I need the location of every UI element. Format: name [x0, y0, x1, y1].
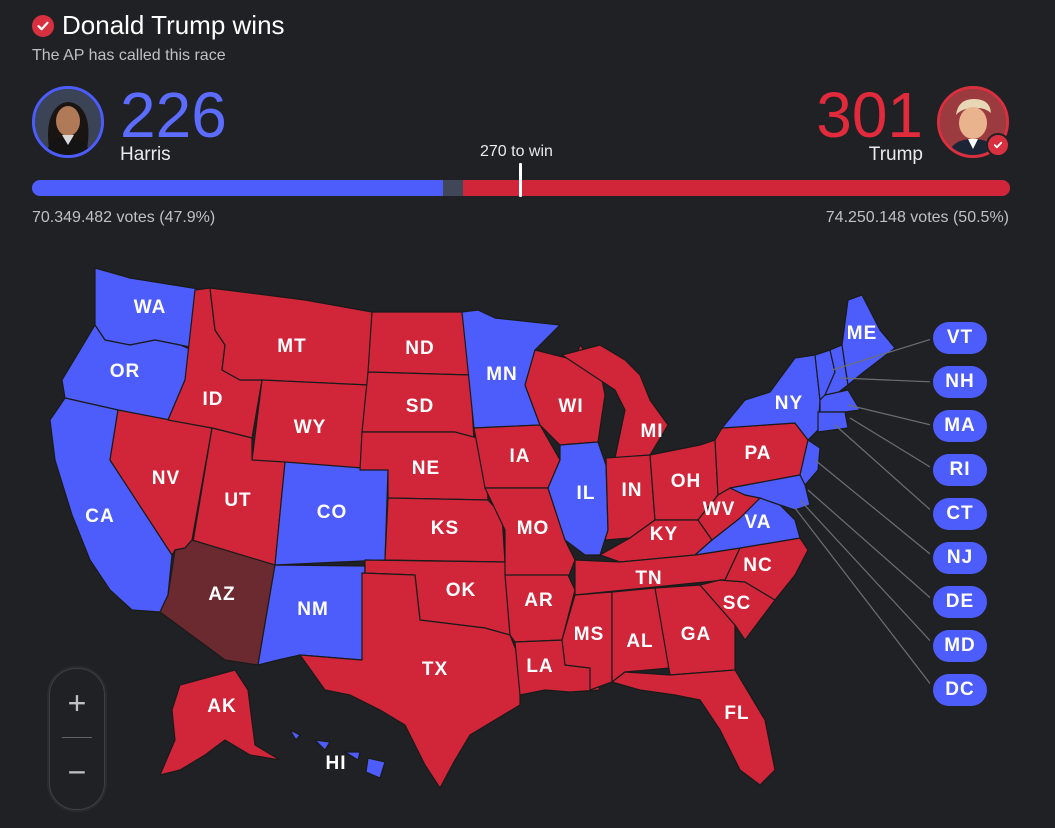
label-OK: OK	[446, 580, 477, 601]
label-SC: SC	[723, 593, 751, 614]
pill-MD[interactable]: MD	[933, 630, 987, 662]
label-OH: OH	[671, 471, 702, 492]
state-AL[interactable]	[611, 587, 671, 683]
label-NV: NV	[152, 468, 180, 489]
zoom-control: + −	[49, 668, 105, 810]
label-WY: WY	[294, 417, 327, 438]
state-CT-RI[interactable]	[817, 411, 849, 433]
candidate-trump[interactable]: 301 Trump	[804, 79, 1010, 166]
label-VA: VA	[745, 512, 772, 533]
label-SD: SD	[406, 396, 434, 417]
label-KS: KS	[431, 518, 459, 539]
label-AZ: AZ	[208, 584, 235, 605]
zoom-out-button[interactable]: −	[50, 738, 104, 806]
us-electoral-map[interactable]: WA OR CA NV ID MT WY UT AZ CO NM ND SD N…	[0, 240, 930, 828]
state-NJ[interactable]	[799, 439, 821, 486]
label-UT: UT	[224, 490, 251, 511]
label-AR: AR	[524, 590, 553, 611]
minus-icon: −	[67, 753, 87, 790]
pill-NJ[interactable]: NJ	[933, 542, 987, 574]
label-MO: MO	[517, 518, 550, 539]
state-AK[interactable]	[159, 669, 281, 776]
avatar-harris	[32, 86, 104, 158]
state-GA[interactable]	[654, 584, 736, 676]
label-IL: IL	[577, 483, 596, 504]
state-MT[interactable]	[209, 287, 373, 386]
label-AK: AK	[207, 696, 236, 717]
harris-electoral-votes: 226	[120, 79, 227, 151]
trump-popular-vote: 74.250.148 votes (50.5%)	[825, 209, 1009, 226]
label-NC: NC	[743, 555, 772, 576]
label-IA: IA	[510, 446, 531, 467]
label-TX: TX	[422, 659, 448, 680]
state-KS[interactable]	[384, 497, 506, 563]
label-MI: MI	[640, 421, 663, 442]
bar-segment-trump	[462, 180, 1010, 196]
result-header: Donald Trump wins The AP has called this…	[32, 10, 285, 65]
label-LA: LA	[526, 656, 553, 677]
check-circle-icon	[32, 14, 54, 37]
small-state-leader-lines	[794, 338, 930, 685]
pill-MA[interactable]: MA	[933, 410, 987, 442]
state-labels: WA OR CA NV ID MT WY UT AZ CO NM ND SD N…	[85, 297, 878, 774]
label-CO: CO	[317, 502, 348, 523]
threshold-label: 270 to win	[480, 143, 553, 160]
pill-DC[interactable]: DC	[933, 674, 987, 706]
avatar-trump	[937, 86, 1010, 158]
state-FL[interactable]	[611, 669, 776, 786]
label-MS: MS	[574, 624, 605, 645]
state-MDDE[interactable]	[729, 474, 811, 511]
label-MT: MT	[277, 336, 306, 357]
label-TN: TN	[635, 568, 662, 589]
pill-NH[interactable]: NH	[933, 366, 987, 398]
harris-name: Harris	[120, 144, 171, 165]
label-GA: GA	[681, 624, 712, 645]
label-AL: AL	[626, 631, 653, 652]
bar-segment-uncalled	[442, 180, 463, 196]
winner-check-icon	[986, 133, 1010, 157]
zoom-divider	[62, 737, 92, 738]
state-MI[interactable]	[561, 344, 669, 459]
label-ND: ND	[405, 338, 434, 359]
label-NE: NE	[412, 458, 440, 479]
trump-name: Trump	[868, 144, 923, 165]
label-IN: IN	[622, 480, 643, 501]
pill-RI[interactable]: RI	[933, 454, 987, 486]
label-OR: OR	[110, 361, 141, 382]
bar-segment-harris	[32, 180, 443, 196]
label-MN: MN	[486, 364, 518, 385]
pill-VT[interactable]: VT	[933, 322, 987, 354]
label-HI: HI	[326, 753, 347, 774]
candidate-harris[interactable]: 226 Harris	[32, 79, 239, 166]
label-NY: NY	[775, 393, 803, 414]
trump-electoral-votes: 301	[816, 79, 923, 151]
label-ID: ID	[203, 389, 224, 410]
pill-DE[interactable]: DE	[933, 586, 987, 618]
label-WA: WA	[134, 297, 167, 318]
label-NM: NM	[297, 599, 329, 620]
pill-CT[interactable]: CT	[933, 498, 987, 530]
state-IL[interactable]	[547, 441, 609, 556]
label-PA: PA	[745, 443, 772, 464]
label-FL: FL	[724, 703, 749, 724]
label-WV: WV	[703, 499, 736, 520]
label-ME: ME	[847, 323, 878, 344]
label-KY: KY	[650, 524, 678, 545]
race-title: Donald Trump wins	[62, 10, 285, 40]
zoom-in-button[interactable]: +	[50, 669, 104, 737]
state-TX[interactable]	[299, 572, 521, 789]
harris-popular-vote: 70.349.482 votes (47.9%)	[32, 209, 216, 226]
threshold-marker	[519, 163, 522, 197]
label-WI: WI	[558, 396, 583, 417]
label-CA: CA	[85, 506, 114, 527]
race-subtitle: The AP has called this race	[32, 47, 226, 64]
plus-icon: +	[67, 684, 87, 721]
state-HI[interactable]	[289, 729, 386, 779]
